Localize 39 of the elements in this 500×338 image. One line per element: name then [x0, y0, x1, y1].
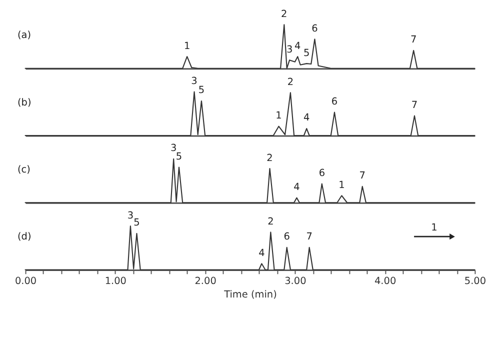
- annotation: 4: [294, 40, 301, 52]
- annotation: 7: [359, 170, 366, 182]
- annotation: 4: [294, 182, 300, 194]
- x-tick-label: 5.00: [464, 276, 486, 287]
- x-axis-title: Time (min): [223, 289, 277, 300]
- text: (b): [18, 97, 32, 108]
- annotation: 6: [312, 23, 318, 34]
- x-tick-label: 4.00: [374, 276, 396, 287]
- annotation: 5: [134, 218, 140, 229]
- x-tick-label: 2.00: [194, 276, 216, 287]
- x-tick-label: 1.00: [104, 276, 126, 287]
- annotation: 5: [198, 85, 205, 96]
- text: (d): [18, 231, 32, 242]
- text: (c): [18, 164, 30, 176]
- annotation: 7: [306, 232, 312, 243]
- annotation: 1: [431, 222, 438, 234]
- annotation: 5: [176, 151, 182, 162]
- annotation: 6: [284, 232, 290, 243]
- annotation: 7: [410, 34, 417, 46]
- annotation: 3: [170, 143, 177, 154]
- annotation: 3: [127, 210, 134, 222]
- annotation: 4: [258, 248, 265, 259]
- annotation: 3: [191, 76, 198, 88]
- x-tick-label: 0.00: [14, 276, 37, 287]
- annotation: 2: [266, 152, 273, 164]
- annotation: 1: [338, 180, 345, 191]
- annotation: 2: [268, 216, 274, 228]
- annotation: 1: [276, 110, 282, 122]
- text: (a): [18, 30, 32, 42]
- annotation: 6: [318, 168, 325, 180]
- annotation: 4: [304, 112, 310, 124]
- x-tick-label: 3.00: [284, 276, 306, 287]
- annotation: 2: [287, 76, 294, 88]
- annotation: 7: [411, 100, 418, 112]
- annotation: 3: [286, 44, 293, 56]
- annotation: 1: [184, 40, 190, 52]
- annotation: 6: [331, 96, 338, 108]
- annotation: 2: [281, 8, 288, 20]
- annotation: 5: [304, 48, 310, 59]
